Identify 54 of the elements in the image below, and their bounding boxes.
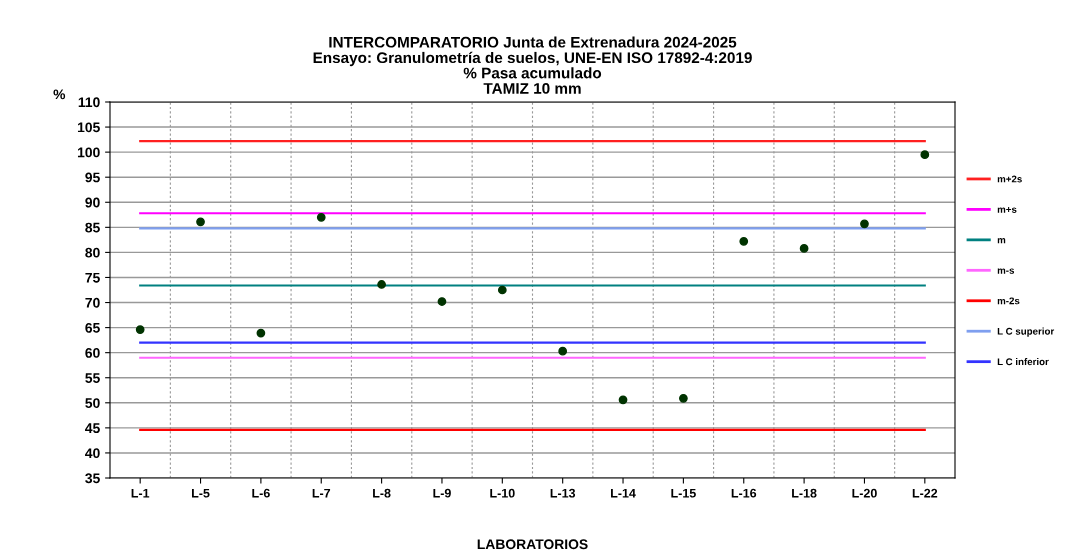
y-tick-label: 105	[77, 122, 100, 133]
legend-label: m+s	[997, 207, 1017, 213]
point	[799, 244, 809, 253]
x-tick-label: L-20	[852, 488, 877, 498]
x-tick-label: L-1	[131, 488, 150, 498]
chart-title: INTERCOMPARATORIO Junta de Extrenadura 2024-2025 Ensayo: Granulometría de suelos, UNE-EN ISO 17892-4:2019 % Pasa acumulado TAMIZ 10 mm	[313, 36, 752, 94]
legend-label: L C inferior	[997, 358, 1049, 366]
y-tick-label: 45	[85, 423, 100, 434]
y-tick-label: 70	[85, 297, 100, 308]
x-tick-label: L-5	[192, 488, 210, 498]
point	[135, 325, 145, 334]
y-axis-title: %	[53, 89, 66, 100]
y-tick-label: 100	[77, 147, 100, 158]
x-tick-label: L-18	[792, 488, 817, 498]
x-tick-label: L-8	[373, 488, 391, 498]
x-axis-title: LABORATORIOS	[477, 539, 588, 550]
point	[256, 328, 266, 338]
x-tick-label: L-22	[912, 488, 938, 498]
x-tick-label: L-6	[252, 488, 270, 498]
y-tick-label: 90	[85, 197, 100, 208]
y-tick-label: 65	[85, 322, 100, 333]
point	[920, 150, 930, 160]
y-tick-label: 80	[85, 247, 100, 258]
x-tick-label: L-14	[611, 488, 636, 498]
point	[196, 217, 205, 227]
legend-label: m-2s	[997, 297, 1020, 305]
y-tick-label: 110	[78, 97, 100, 108]
x-tick-label: L-9	[433, 488, 451, 498]
y-tick-label: 40	[85, 448, 100, 459]
legend-label: m-s	[997, 268, 1015, 274]
x-tick-label: L-13	[550, 488, 576, 498]
y-tick-label: 50	[85, 398, 100, 408]
y-tick-label: 35	[85, 473, 100, 484]
point	[377, 280, 386, 289]
x-tick-label: L-15	[671, 488, 696, 498]
point	[437, 297, 447, 306]
point	[860, 219, 869, 229]
y-tick-label: 75	[85, 272, 100, 283]
point	[679, 393, 688, 403]
legend-label: L C superior	[997, 327, 1055, 337]
x-tick-label: L-16	[731, 488, 757, 498]
x-tick-label: L-10	[490, 488, 515, 498]
legend-label: m	[997, 238, 1006, 244]
legend-label: m+2s	[997, 175, 1022, 183]
point	[739, 237, 749, 246]
y-tick-label: 55	[85, 373, 100, 383]
y-tick-label: 95	[85, 172, 100, 183]
point	[497, 285, 507, 295]
point	[316, 212, 326, 222]
y-tick-label: 85	[85, 222, 100, 233]
x-tick-label: L-7	[312, 488, 331, 498]
y-tick-label: 60	[85, 348, 100, 358]
point	[618, 395, 628, 405]
point	[558, 346, 568, 356]
